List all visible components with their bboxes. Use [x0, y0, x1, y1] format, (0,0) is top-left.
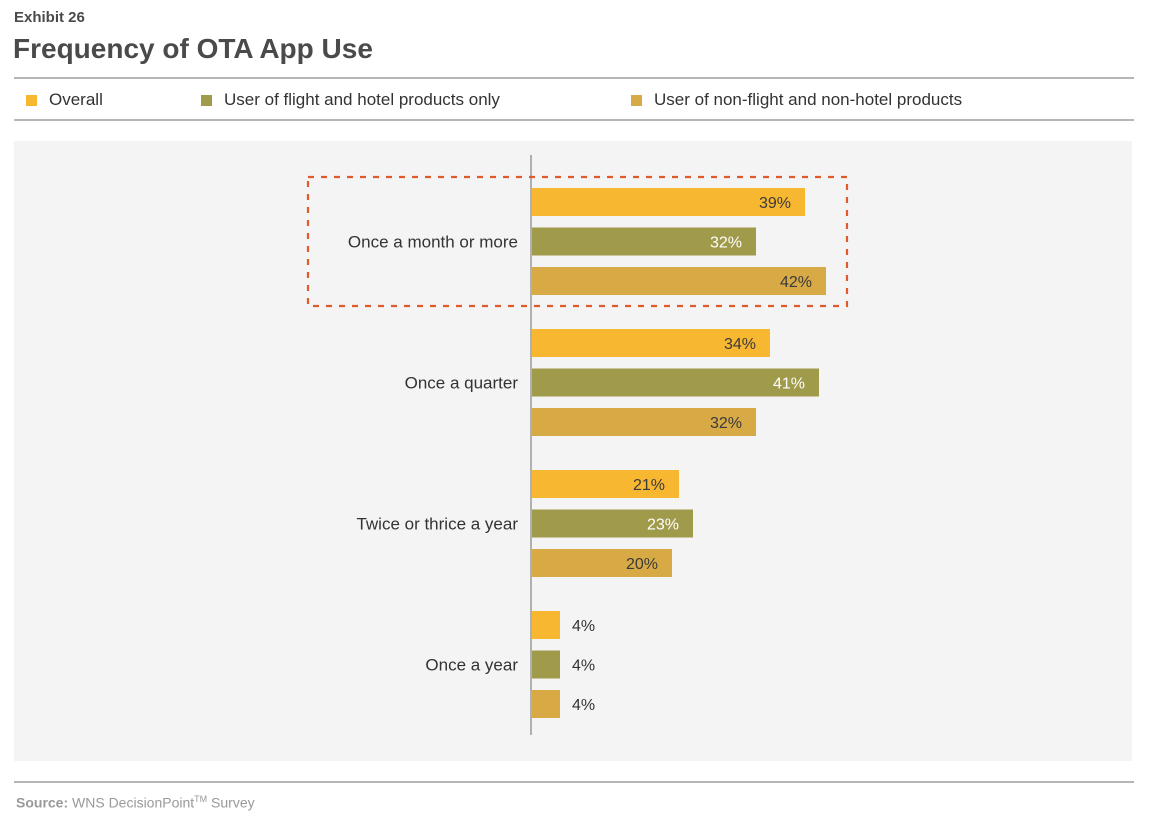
- legend-swatch-flight-hotel: [201, 94, 212, 106]
- exhibit-label: Exhibit 26: [14, 9, 85, 26]
- bottom-divider: [14, 781, 1134, 783]
- bar: [532, 690, 560, 718]
- legend-item-overall: Overall: [26, 89, 103, 111]
- bar: [532, 227, 756, 256]
- chart-title: Frequency of OTA App Use: [13, 33, 373, 64]
- category-label: Twice or thrice a year: [356, 515, 518, 534]
- top-divider: [14, 77, 1134, 79]
- source-note: Source: WNS DecisionPointTM Survey: [16, 794, 255, 811]
- bar-value-label: 34%: [724, 336, 756, 353]
- bar: [532, 267, 826, 295]
- category-label: Once a month or more: [348, 233, 518, 252]
- legend-swatch-overall: [26, 94, 37, 106]
- legend-item-non-flight-hotel: User of non-flight and non-hotel product…: [631, 89, 962, 111]
- legend-label-flight-hotel: User of flight and hotel products only: [224, 90, 500, 109]
- bar-value-label: 4%: [572, 658, 595, 675]
- category-label: Once a quarter: [405, 374, 519, 393]
- bar: [532, 470, 679, 498]
- bar-value-label: 41%: [773, 376, 805, 393]
- bar: [532, 368, 819, 397]
- bar: [532, 611, 560, 639]
- legend-label-overall: Overall: [49, 90, 103, 109]
- chart-panel: Once a month or more 39% 32% 42% Once a quar…: [14, 141, 1132, 761]
- bar-chart: Once a month or more 39% 32% 42% Once a quar…: [306, 155, 849, 735]
- bar-value-label: 39%: [759, 195, 791, 212]
- bar: [532, 549, 672, 577]
- source-text: WNS DecisionPoint: [72, 794, 195, 811]
- bar-value-label: 32%: [710, 415, 742, 432]
- bar-value-label: 4%: [572, 618, 595, 635]
- bar: [532, 408, 756, 436]
- bar-value-label: 4%: [572, 697, 595, 714]
- bar: [532, 650, 560, 679]
- bar: [532, 188, 805, 216]
- bar-value-label: 32%: [710, 235, 742, 252]
- bar-value-label: 23%: [647, 517, 679, 534]
- source-label: Source:: [16, 794, 69, 811]
- bar-value-label: 42%: [780, 274, 812, 291]
- trademark-mark: TM: [194, 794, 208, 804]
- bar-value-label: 21%: [633, 477, 665, 494]
- legend-swatch-non-flight-hotel: [631, 94, 642, 106]
- bar-value-label: 20%: [626, 556, 658, 573]
- category-label: Once a year: [425, 656, 518, 675]
- legend-label-non-flight-hotel: User of non-flight and non-hotel product…: [654, 90, 963, 109]
- bar: [532, 509, 693, 538]
- source-suffix: Survey: [207, 794, 255, 811]
- legend-divider: [14, 119, 1134, 121]
- bar: [532, 329, 770, 357]
- legend-item-flight-hotel: User of flight and hotel products only: [201, 89, 500, 111]
- highlight-box: [306, 175, 849, 308]
